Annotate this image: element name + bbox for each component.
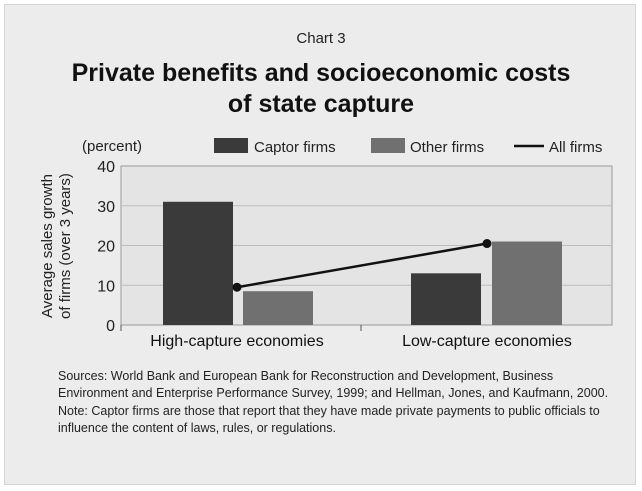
chart-title-line-1: Private benefits and socioeconomic costs [71,59,571,87]
y-axis-label-line: Average sales growth [39,174,56,318]
legend-label: Other firms [410,139,484,156]
note-text: Note: Captor firms are those that report… [58,404,600,435]
y-tick-label: 0 [106,318,115,335]
sources-text: Sources: World Bank and European Bank fo… [58,369,609,400]
legend-label: All firms [549,139,602,156]
chart-title-line-2: of state capture [227,90,415,118]
legend-label: Captor firms [254,139,336,156]
chart-title: Private benefits and socioeconomic costs… [0,58,642,120]
chart-number: Chart 3 [296,30,346,47]
bar-captor-firms [411,273,481,325]
legend-swatch [371,138,405,153]
unit-label: (percent) [82,138,142,155]
chart-footer: Sources: World Bank and European Bank fo… [58,368,618,436]
x-category-label: High-capture economies [150,333,323,350]
point-all-firms [482,239,492,249]
y-axis-label: Average sales growthof firms (over 3 yea… [39,173,74,319]
bar-captor-firms [163,201,233,325]
legend-swatch [214,138,248,153]
bar-other-firms [243,291,313,325]
line-all-firms [236,242,488,289]
y-axis-label-line: of firms (over 3 years) [57,173,74,319]
bar-other-firms [492,241,562,325]
x-category-label: Low-capture economies [402,333,572,350]
point-all-firms [232,282,242,292]
y-tick-label: 40 [97,159,115,176]
y-tick-label: 20 [97,239,115,256]
y-tick-label: 30 [97,199,115,216]
y-tick-label: 10 [97,278,115,295]
